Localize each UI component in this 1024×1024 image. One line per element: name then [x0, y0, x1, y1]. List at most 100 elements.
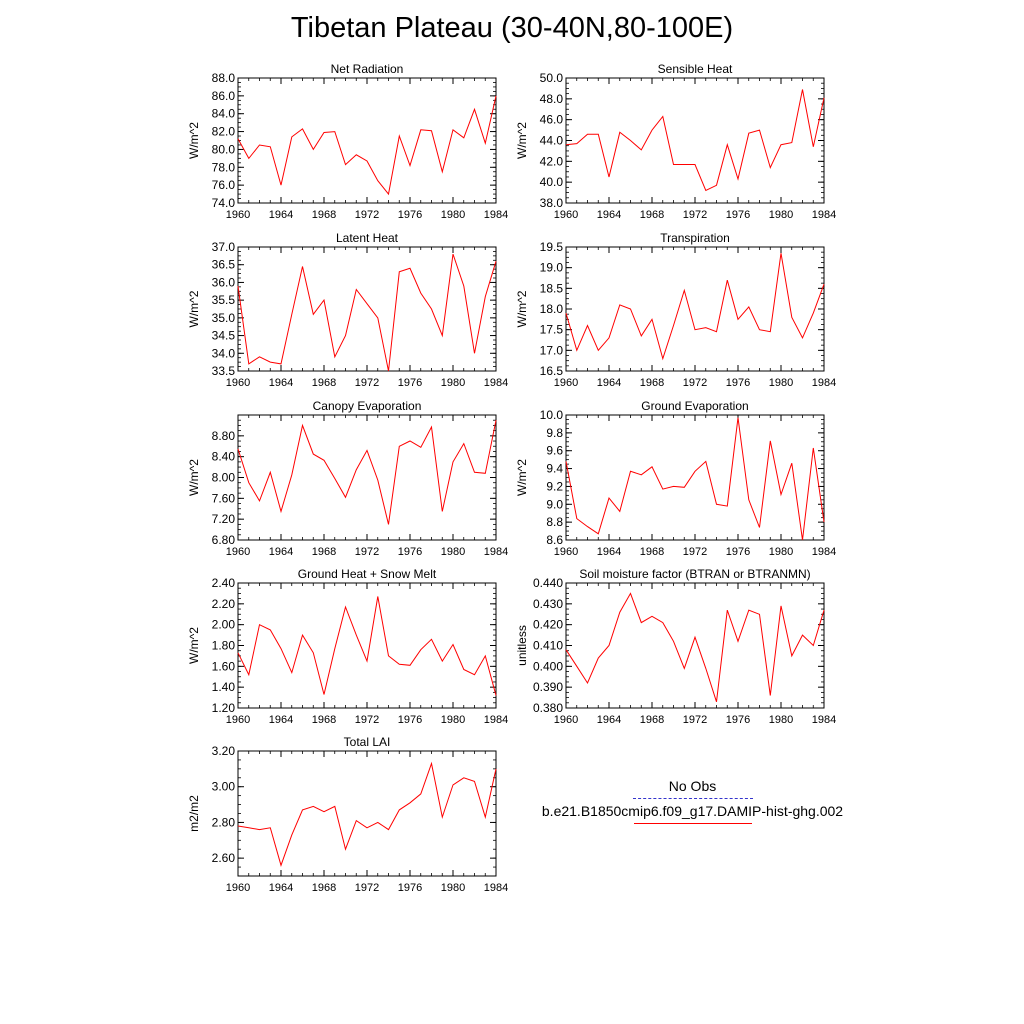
series-line: [565, 592, 825, 702]
panel-title: Latent Heat: [336, 231, 399, 245]
x-tick-label: 1968: [640, 714, 664, 726]
legend-obs-label: No Obs: [668, 778, 717, 794]
plot-frame: [237, 414, 497, 541]
y-tick-label: 35.5: [212, 293, 236, 307]
y-axis-label: m2/m2: [187, 795, 201, 832]
plot-frame: [237, 750, 497, 877]
y-tick-label: 35.0: [212, 311, 236, 325]
x-tick-label: 1968: [640, 209, 664, 221]
y-tick-label: 37.0: [212, 240, 236, 254]
panel-title: Net Radiation: [331, 62, 404, 76]
x-tick-label: 1976: [398, 882, 422, 894]
x-tick-label: 1960: [554, 714, 578, 726]
y-tick-label: 9.2: [546, 479, 563, 493]
series-line: [565, 89, 825, 192]
x-tick-label: 1976: [398, 714, 422, 726]
y-tick-label: 17.0: [540, 343, 564, 357]
x-tick-label: 1972: [355, 377, 379, 389]
chart-panel-9: 1960 1964 1968 1972 1976 1980 1984 2.60 2.80 3.00…: [187, 735, 508, 894]
x-tick-label: 1976: [726, 209, 750, 221]
plot-frame: [237, 77, 497, 204]
x-tick-label: 1980: [441, 377, 465, 389]
y-tick-label: 3.20: [212, 744, 236, 758]
x-tick-label: 1968: [312, 546, 336, 558]
x-tick-label: 1960: [226, 882, 250, 894]
y-tick-label: 2.00: [212, 618, 236, 632]
y-tick-label: 0.440: [533, 576, 563, 590]
y-tick-label: 8.80: [212, 429, 236, 443]
y-tick-label: 38.0: [540, 196, 564, 210]
y-tick-label: 0.410: [533, 639, 563, 653]
x-tick-label: 1972: [683, 714, 707, 726]
y-tick-label: 16.5: [540, 364, 564, 378]
chart-panel-1: 1960 1964 1968 1972 1976 1980 1984 74.0 76.0 78.0…: [187, 62, 508, 221]
y-axis-label: W/m^2: [187, 122, 201, 159]
x-tick-label: 1968: [640, 377, 664, 389]
y-tick-label: 0.430: [533, 597, 563, 611]
y-tick-label: 78.0: [212, 160, 236, 174]
y-tick-label: 88.0: [212, 71, 236, 85]
x-tick-label: 1980: [441, 546, 465, 558]
x-tick-label: 1980: [441, 209, 465, 221]
y-tick-label: 34.5: [212, 329, 236, 343]
y-tick-label: 9.8: [546, 426, 563, 440]
x-tick-label: 1980: [769, 377, 793, 389]
y-tick-label: 17.5: [540, 323, 564, 337]
y-tick-label: 19.0: [540, 261, 564, 275]
x-tick-label: 1972: [355, 882, 379, 894]
y-axis-label: W/m^2: [515, 459, 529, 496]
panel-title: Soil moisture factor (BTRAN or BTRANMN): [579, 567, 810, 581]
x-tick-label: 1976: [398, 209, 422, 221]
x-tick-label: 1984: [484, 714, 508, 726]
plot-frame: [565, 582, 825, 709]
y-tick-label: 7.60: [212, 491, 236, 505]
chart-panel-4: 1960 1964 1968 1972 1976 1980 1984 16.5 17.0 17.5…: [515, 231, 836, 389]
y-tick-label: 2.60: [212, 851, 236, 865]
x-tick-label: 1980: [441, 714, 465, 726]
y-tick-label: 6.80: [212, 533, 236, 547]
y-tick-label: 0.420: [533, 618, 563, 632]
x-tick-label: 1976: [726, 714, 750, 726]
chart-panel-6: 1960 1964 1968 1972 1976 1980 1984 8.6 8.8 9.0 9.2…: [515, 399, 836, 558]
y-tick-label: 0.380: [533, 701, 563, 715]
y-tick-label: 2.20: [212, 597, 236, 611]
x-tick-label: 1960: [554, 377, 578, 389]
y-tick-label: 44.0: [540, 134, 564, 148]
x-tick-label: 1964: [269, 209, 293, 221]
x-tick-label: 1964: [597, 546, 621, 558]
y-tick-label: 8.40: [212, 450, 236, 464]
y-tick-label: 1.20: [212, 701, 236, 715]
y-tick-label: 18.0: [540, 302, 564, 316]
y-tick-label: 3.00: [212, 780, 236, 794]
x-tick-label: 1984: [812, 209, 836, 221]
panel-title: Ground Heat + Snow Melt: [298, 567, 437, 581]
y-tick-label: 82.0: [212, 125, 236, 139]
y-tick-label: 33.5: [212, 364, 236, 378]
y-axis-label: W/m^2: [515, 122, 529, 159]
panel-title: Canopy Evaporation: [313, 399, 422, 413]
x-tick-label: 1976: [726, 546, 750, 558]
y-tick-label: 8.00: [212, 471, 236, 485]
x-tick-label: 1980: [769, 209, 793, 221]
y-tick-label: 1.40: [212, 680, 236, 694]
x-tick-label: 1964: [269, 714, 293, 726]
x-tick-label: 1984: [484, 209, 508, 221]
x-tick-label: 1960: [226, 377, 250, 389]
y-tick-label: 80.0: [212, 142, 236, 156]
x-tick-label: 1964: [269, 882, 293, 894]
x-tick-label: 1968: [312, 209, 336, 221]
x-tick-label: 1960: [226, 714, 250, 726]
y-tick-label: 1.60: [212, 659, 236, 673]
y-tick-label: 8.8: [546, 515, 563, 529]
plot-frame: [237, 582, 497, 709]
y-axis-label: W/m^2: [187, 290, 201, 327]
chart-panel-2: 1960 1964 1968 1972 1976 1980 1984 38.0 40.0 42.0…: [515, 62, 836, 221]
series-line: [565, 253, 825, 361]
x-tick-label: 1972: [355, 714, 379, 726]
y-tick-label: 0.400: [533, 659, 563, 673]
x-tick-label: 1964: [269, 546, 293, 558]
x-tick-label: 1984: [484, 546, 508, 558]
x-tick-label: 1960: [554, 209, 578, 221]
y-tick-label: 40.0: [540, 175, 564, 189]
